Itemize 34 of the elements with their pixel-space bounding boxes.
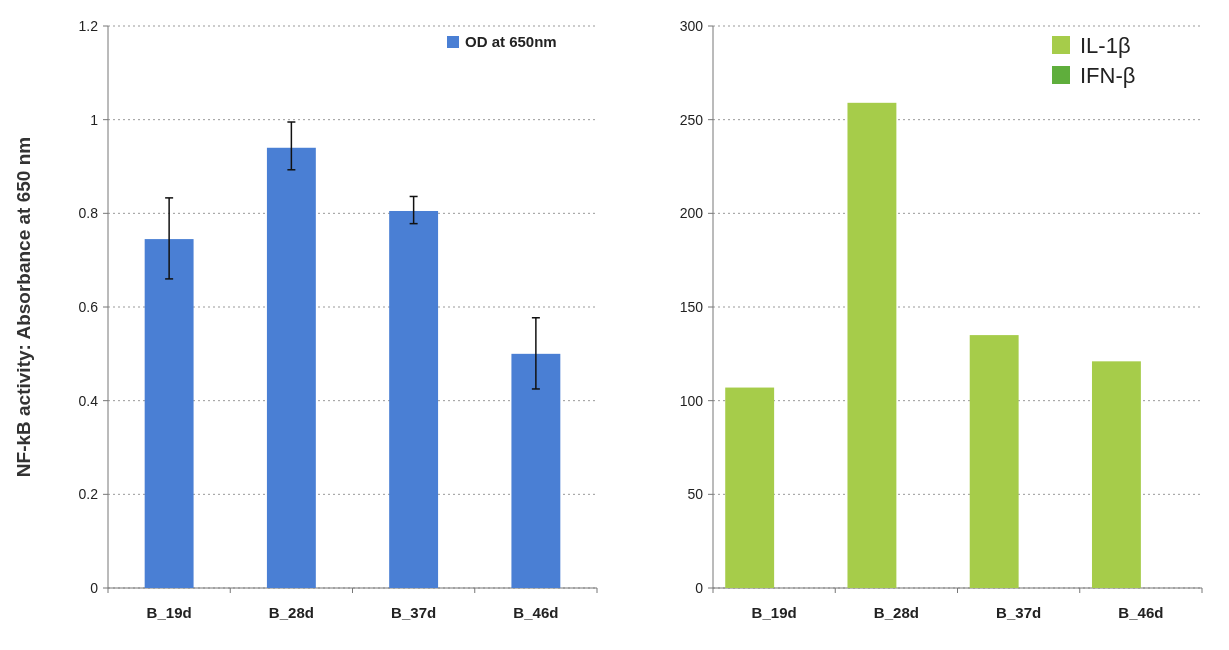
- bar: [144, 239, 194, 588]
- y-tick-label: 0.4: [78, 392, 99, 409]
- legend-label: OD at 650nm: [465, 33, 557, 51]
- y-tick-label: 0.6: [78, 298, 99, 315]
- bar: [389, 210, 439, 588]
- legend-label: IL-1β: [1080, 32, 1131, 58]
- y-tick-label: 150: [679, 298, 704, 315]
- x-tick-label: B_19d: [146, 604, 192, 621]
- x-tick-label: B_37d: [996, 604, 1042, 621]
- y-tick-label: 0.8: [78, 205, 99, 222]
- y-tick-label: 250: [679, 111, 704, 128]
- y-tick-label: 200: [679, 205, 704, 222]
- y-tick-label: 50: [687, 486, 704, 503]
- x-tick-label: B_37d: [391, 604, 437, 621]
- bar: [847, 102, 897, 588]
- bar: [725, 387, 775, 588]
- y-tick-label: 0: [695, 579, 704, 596]
- bar: [969, 335, 1019, 588]
- x-tick-label: B_28d: [873, 604, 919, 621]
- legend-label: IFN-β: [1080, 62, 1136, 88]
- x-tick-label: B_19d: [751, 604, 797, 621]
- y-tick-label: 1.2: [78, 17, 99, 34]
- y-tick-label: 0.2: [78, 486, 99, 503]
- bar: [511, 353, 561, 588]
- y-tick-label: 100: [679, 392, 704, 409]
- y-axis-title: NF-kB activity: Absorbance at 650 nm: [13, 136, 34, 478]
- x-tick-label: B_46d: [513, 604, 559, 621]
- y-tick-label: 0: [90, 579, 99, 596]
- bar: [266, 147, 316, 588]
- y-tick-label: 300: [679, 17, 704, 34]
- x-tick-label: B_28d: [268, 604, 314, 621]
- y-tick-label: 1: [90, 111, 99, 128]
- x-tick-label: B_46d: [1118, 604, 1164, 621]
- bar: [1091, 361, 1141, 588]
